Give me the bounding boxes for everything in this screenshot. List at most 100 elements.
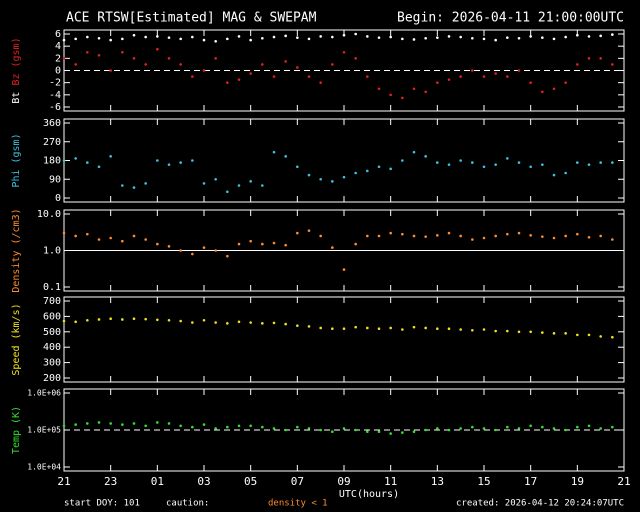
data-point [121, 423, 124, 426]
data-point [156, 318, 159, 322]
data-point [576, 33, 579, 37]
y-tick-label: 360 [43, 118, 61, 129]
data-point [191, 252, 194, 256]
data-point [412, 325, 416, 329]
data-point [132, 317, 136, 321]
data-point [599, 427, 602, 430]
data-point [389, 432, 392, 435]
data-point [529, 234, 532, 237]
data-point [109, 69, 112, 72]
data-point [214, 177, 217, 181]
data-point [249, 38, 252, 42]
y-axis-label: Density (/cm3) [11, 208, 22, 292]
x-tick-label: 07 [291, 475, 304, 488]
x-tick-label: 23 [104, 475, 117, 488]
data-point [529, 424, 532, 428]
y-tick-label: 700 [43, 296, 61, 307]
data-point [86, 161, 89, 164]
data-point [272, 321, 276, 325]
y-axis-unit: (K) [11, 406, 22, 424]
data-point [342, 33, 346, 37]
data-point [447, 35, 451, 38]
data-point [401, 431, 404, 434]
data-point [97, 421, 101, 424]
y-tick-label: 0 [55, 66, 61, 77]
data-point [436, 36, 439, 39]
data-point [424, 36, 427, 40]
data-point [331, 430, 334, 433]
data-point [191, 75, 194, 78]
data-point [517, 36, 521, 40]
data-point [424, 155, 427, 158]
data-point [412, 38, 416, 41]
data-point [459, 35, 462, 39]
data-point [202, 69, 206, 72]
data-point [179, 424, 182, 428]
data-point [237, 184, 241, 187]
data-point [284, 60, 287, 63]
y-axis-unit: (km/s) [11, 303, 22, 339]
data-point [412, 87, 416, 91]
y-tick-label: 6 [55, 29, 61, 40]
data-point [412, 150, 416, 154]
data-point [459, 328, 462, 331]
data-point [482, 37, 486, 41]
data-point [529, 330, 532, 334]
y-tick-label: 4 [55, 41, 61, 52]
y-tick-label: 0 [55, 193, 61, 204]
data-point [506, 329, 509, 333]
data-point [249, 424, 252, 428]
data-point [587, 424, 591, 428]
data-point [62, 424, 66, 428]
data-point [167, 422, 171, 425]
data-point [167, 318, 171, 322]
data-point [296, 66, 299, 69]
y-tick-label: 0.1 [43, 282, 61, 293]
data-point [109, 422, 112, 425]
data-point [611, 63, 614, 66]
data-point [354, 242, 357, 246]
data-point [354, 171, 357, 175]
data-point [611, 425, 614, 429]
data-point [482, 427, 486, 430]
data-point [342, 268, 346, 271]
data-point [74, 37, 77, 41]
data-point [366, 326, 369, 330]
data-point [517, 231, 521, 235]
data-point [354, 325, 357, 329]
data-point [214, 249, 217, 252]
data-point [214, 427, 217, 430]
density-note: density < 1 [268, 499, 328, 509]
data-point [156, 159, 159, 162]
data-point [587, 235, 591, 239]
data-point [401, 37, 404, 41]
data-point [331, 180, 334, 183]
data-point [564, 428, 567, 432]
data-point [587, 57, 591, 60]
data-point [261, 36, 264, 40]
data-point [482, 165, 486, 169]
data-point [62, 231, 66, 235]
data-point [144, 35, 147, 39]
data-point [62, 38, 66, 42]
data-point [377, 430, 381, 433]
data-point [494, 163, 497, 166]
y-tick-label: 1.0 [43, 246, 61, 257]
data-point [552, 236, 556, 240]
data-point [97, 165, 101, 169]
caution: caution: [166, 499, 209, 509]
data-point [202, 423, 206, 426]
data-point [447, 78, 451, 81]
data-point [97, 53, 101, 57]
data-point [611, 161, 614, 164]
data-point [62, 319, 66, 323]
data-point [156, 35, 159, 38]
data-point [366, 430, 369, 433]
y-tick-label: 2 [55, 53, 61, 64]
data-point [517, 161, 521, 164]
data-point [389, 167, 392, 171]
data-point [191, 321, 194, 324]
x-tick-label: 09 [337, 475, 350, 488]
data-point [482, 328, 486, 331]
data-point [576, 333, 579, 337]
